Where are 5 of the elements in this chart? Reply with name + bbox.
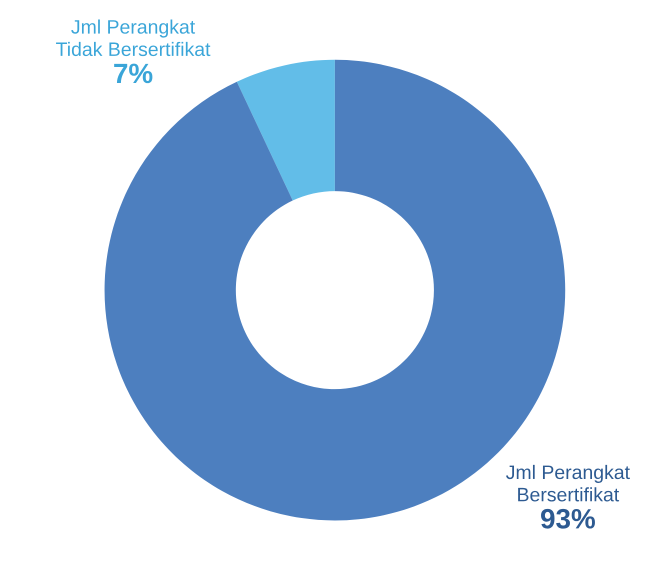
data-label: 7%: [114, 64, 152, 84]
data-label: 93%: [541, 508, 595, 529]
slice-label: Jml Perangkat Bersertifikat: [506, 464, 630, 502]
slice-label: Jml Perangkat Tidak Bersertifikat: [56, 19, 210, 56]
donut-slice: [236, 60, 335, 201]
